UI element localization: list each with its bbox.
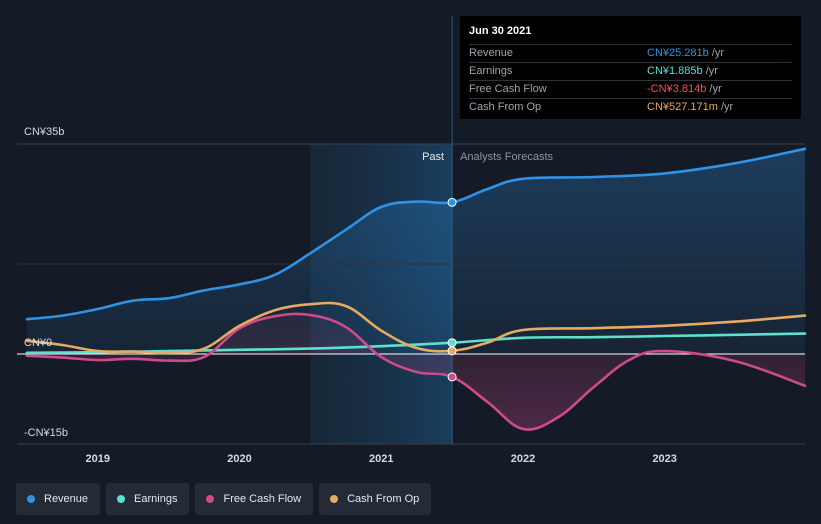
marker-revenue xyxy=(447,197,457,207)
x-tick-label: 2023 xyxy=(652,453,676,465)
tooltip-unit: /yr xyxy=(708,47,725,59)
series-line-earnings xyxy=(25,332,807,355)
legend-item-free-cash-flow[interactable]: Free Cash Flow xyxy=(195,483,314,515)
tooltip-value: CN¥25.281b xyxy=(647,47,709,59)
marker-earnings xyxy=(447,338,457,348)
tooltip-row-cash-from-op: Cash From Op CN¥527.171m /yr xyxy=(469,99,792,116)
legend-item-earnings[interactable]: Earnings xyxy=(106,483,190,515)
tooltip-label: Free Cash Flow xyxy=(469,83,547,95)
forecast-label: Analysts Forecasts xyxy=(460,151,553,163)
tooltip-date: Jun 30 2021 xyxy=(469,24,792,45)
tooltip-label: Earnings xyxy=(469,65,513,77)
tooltip-unit: /yr xyxy=(702,65,718,77)
y-label-bottom: -CN¥15b xyxy=(24,427,68,439)
marker-cash-from-op xyxy=(447,346,457,356)
legend-dot-icon xyxy=(206,495,215,503)
tooltip-row-earnings: Earnings CN¥1.885b /yr xyxy=(469,63,792,81)
tooltip-value: -CN¥3.814b xyxy=(647,83,707,95)
legend-label: Free Cash Flow xyxy=(223,493,302,505)
tooltip-unit: /yr xyxy=(706,83,722,95)
y-label-zero: CN¥0 xyxy=(24,337,52,349)
marker-free-cash-flow xyxy=(447,372,457,382)
legend-item-cash-from-op[interactable]: Cash From Op xyxy=(319,483,432,515)
x-tick-label: 2019 xyxy=(86,453,110,465)
y-label-top: CN¥35b xyxy=(24,126,64,138)
legend-label: Earnings xyxy=(134,493,178,505)
tooltip-row-free-cash-flow: Free Cash Flow -CN¥3.814b /yr xyxy=(469,81,792,99)
data-tooltip: Jun 30 2021 Revenue CN¥25.281b /yr Earni… xyxy=(460,16,801,119)
past-label: Past xyxy=(422,151,444,163)
legend-dot-icon xyxy=(117,495,126,503)
tooltip-value: CN¥1.885b xyxy=(647,65,703,77)
tooltip-unit: /yr xyxy=(717,101,734,113)
legend-dot-icon xyxy=(27,495,35,503)
legend: Revenue Earnings Free Cash Flow Cash Fro… xyxy=(16,483,432,515)
tooltip-label: Cash From Op xyxy=(469,101,542,113)
legend-item-revenue[interactable]: Revenue xyxy=(16,483,101,515)
revenue-area xyxy=(26,148,805,354)
series-line-revenue xyxy=(25,147,807,321)
tooltip-value: CN¥527.171m xyxy=(647,101,718,113)
legend-label: Revenue xyxy=(44,493,89,505)
series-line-cash-from-op xyxy=(25,301,807,355)
legend-dot-icon xyxy=(330,495,339,503)
x-tick-label: 2020 xyxy=(227,453,251,465)
x-tick-label: 2022 xyxy=(511,453,535,465)
tooltip-row-revenue: Revenue CN¥25.281b /yr xyxy=(469,45,792,63)
x-tick-label: 2021 xyxy=(369,453,393,465)
legend-label: Cash From Op xyxy=(347,493,420,505)
series-line-free-cash-flow xyxy=(25,312,807,431)
tooltip-label: Revenue xyxy=(469,47,514,59)
